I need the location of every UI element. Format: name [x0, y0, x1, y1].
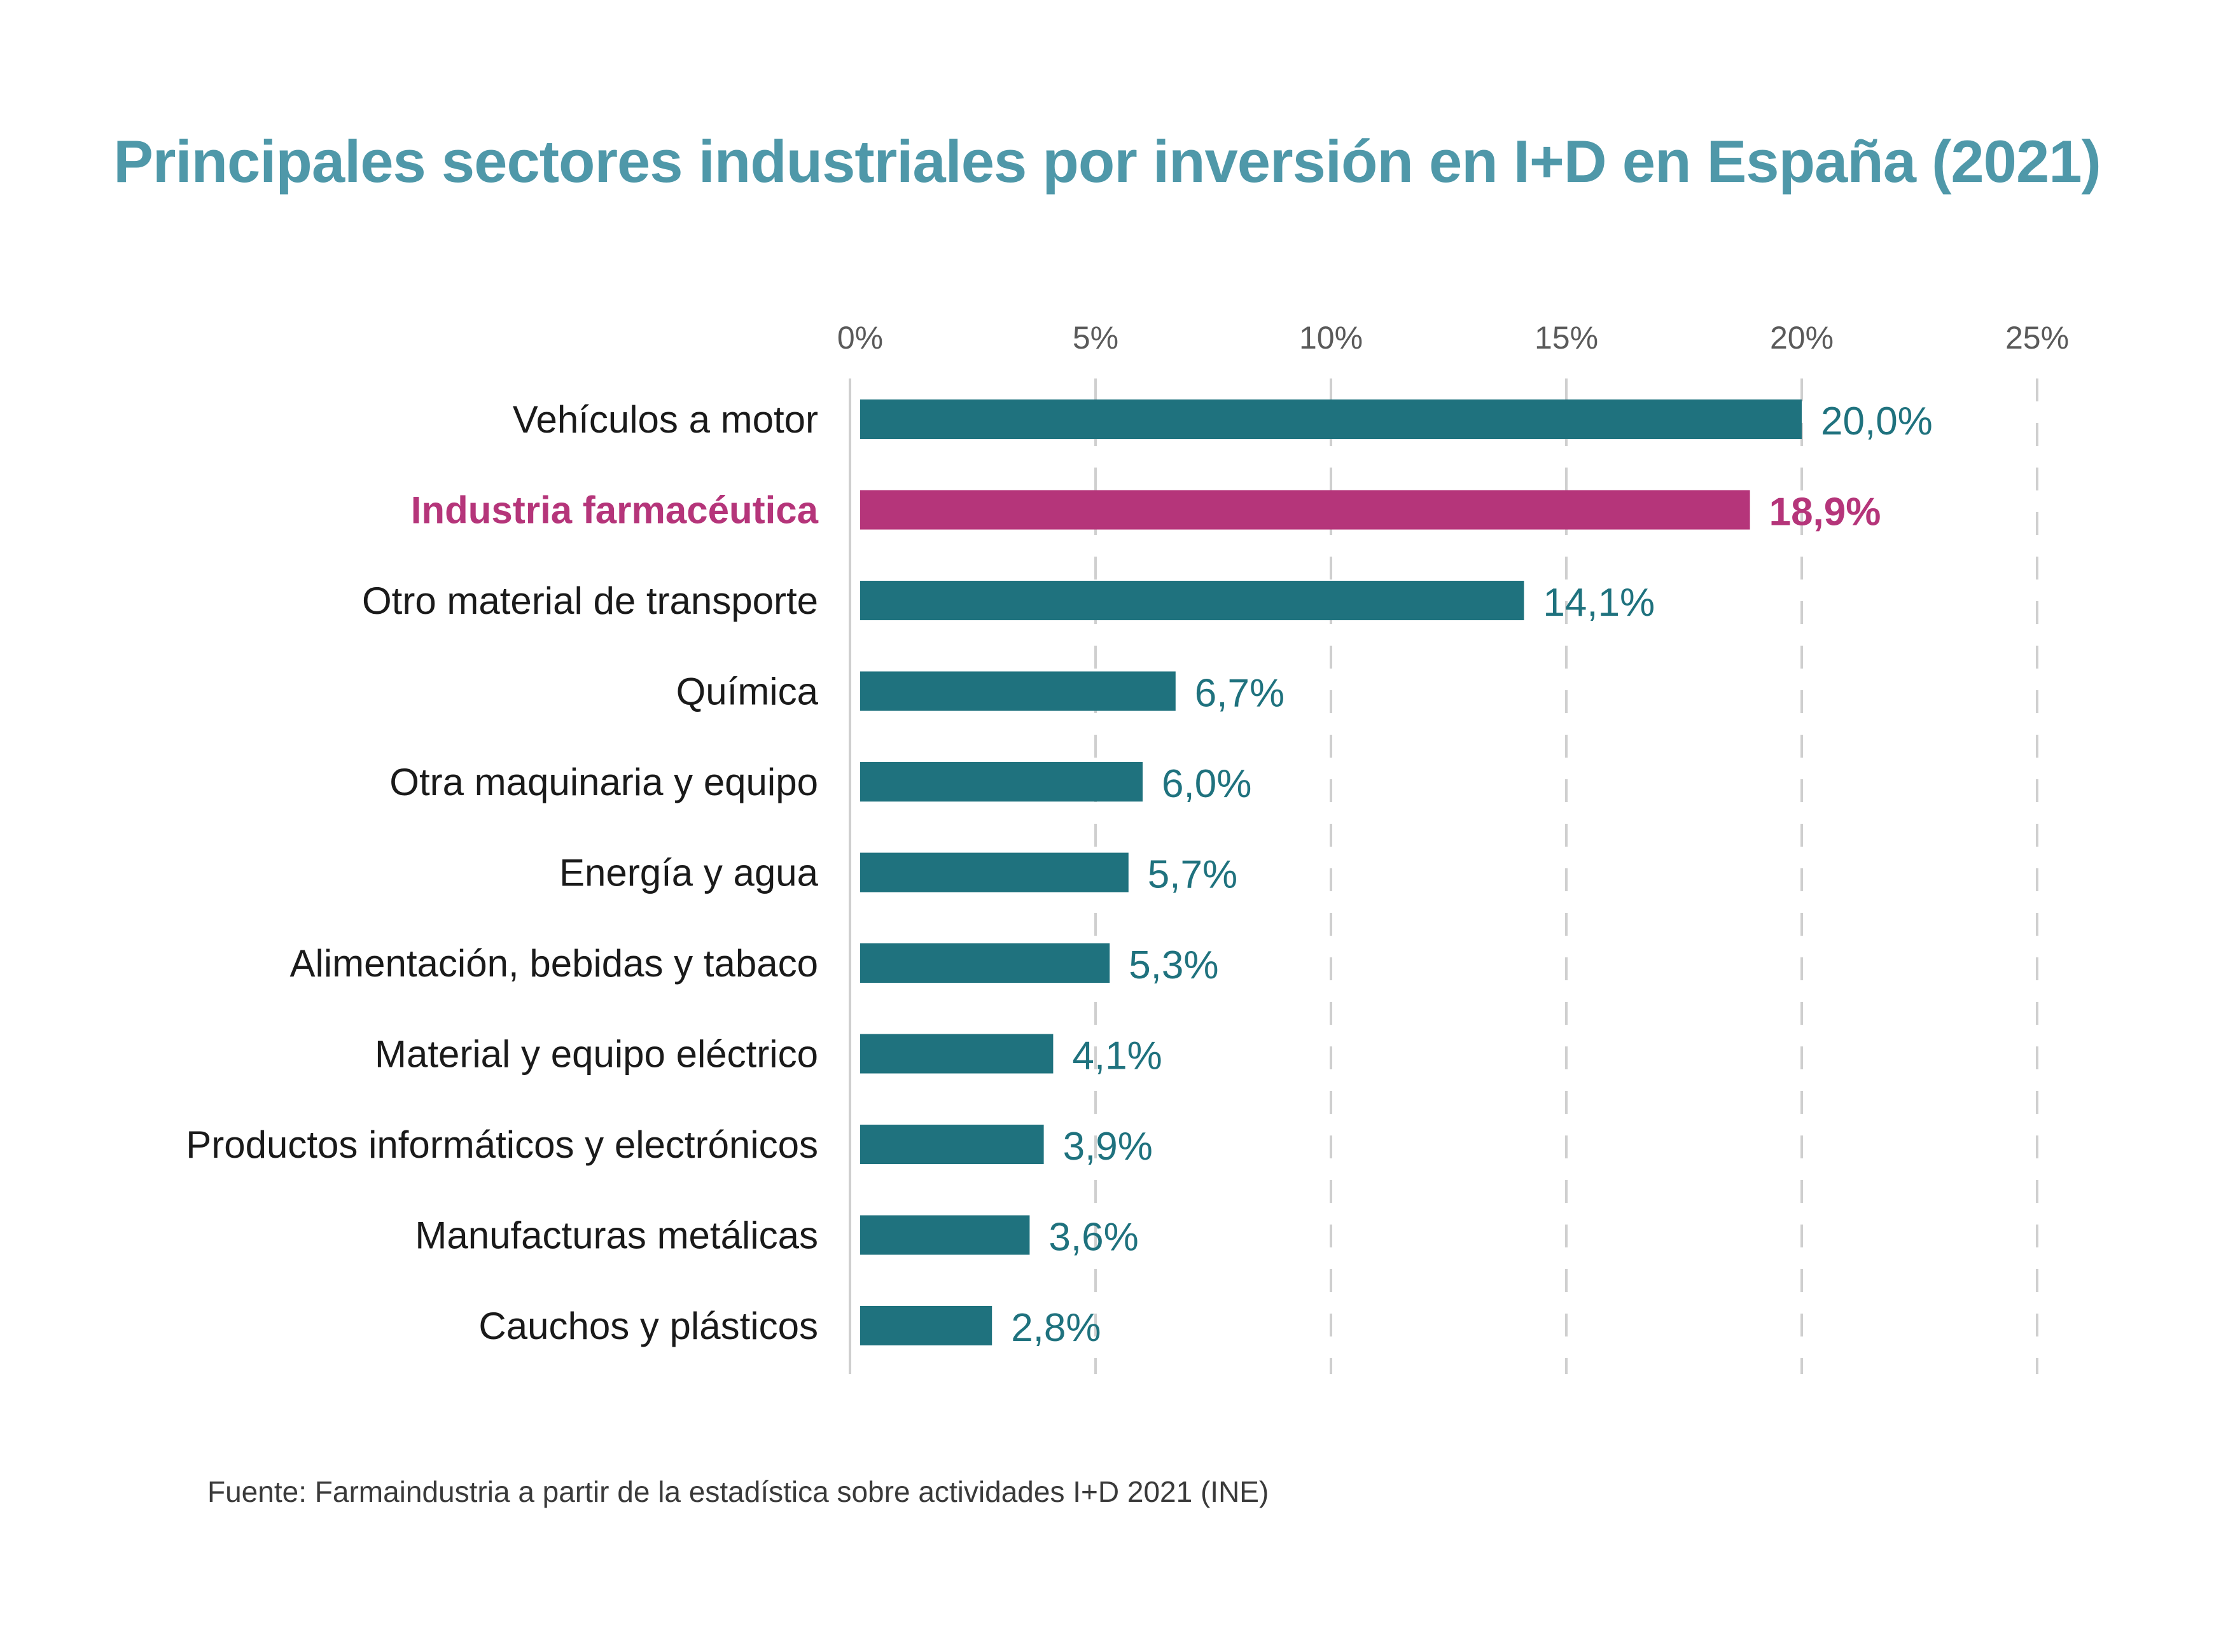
- bar: [860, 490, 1750, 530]
- x-tick-label: 5%: [1073, 320, 1118, 356]
- category-label: Material y equipo eléctrico: [375, 1033, 818, 1076]
- value-labels: 20,0% 18,9% 14,1% 6,7% 6,0% 5,7% 5,3% 4,1% 3,9% 3…: [1011, 399, 1933, 1350]
- bar: [860, 399, 1802, 439]
- x-tick-label: 20%: [1770, 320, 1834, 356]
- category-label: Cauchos y plásticos: [478, 1305, 818, 1347]
- bar: [860, 1215, 1030, 1255]
- value-label: 3,9%: [1063, 1125, 1153, 1169]
- category-labels: Vehículos a motor Industria farmacéutica O…: [186, 398, 818, 1347]
- value-label: 18,9%: [1769, 490, 1881, 534]
- chart-title: Principales sectores industriales por in…: [113, 128, 2101, 195]
- category-label: Vehículos a motor: [513, 398, 818, 441]
- value-label: 3,6%: [1048, 1216, 1138, 1260]
- bar: [860, 852, 1129, 892]
- x-tick-label: 0%: [837, 320, 883, 356]
- value-label: 6,7%: [1195, 672, 1285, 716]
- bar: [860, 1034, 1054, 1074]
- category-label: Otra maquinaria y equipo: [389, 761, 818, 803]
- category-label: Química: [676, 670, 819, 713]
- x-tick-label: 15%: [1535, 320, 1598, 356]
- value-label: 6,0%: [1162, 762, 1251, 806]
- x-tick-label: 25%: [2005, 320, 2069, 356]
- category-label: Manufacturas metálicas: [415, 1214, 818, 1257]
- value-label: 14,1%: [1543, 581, 1655, 625]
- value-label: 5,3%: [1129, 943, 1218, 987]
- bar: [860, 1306, 992, 1345]
- category-label: Alimentación, bebidas y tabaco: [289, 942, 818, 985]
- x-tick-label: 10%: [1299, 320, 1363, 356]
- category-label: Energía y agua: [559, 852, 819, 894]
- source-note: Fuente: Farmaindustria a partir de la es…: [207, 1475, 1269, 1508]
- bars: [860, 399, 1802, 1345]
- value-label: 5,7%: [1148, 853, 1237, 897]
- bar: [860, 581, 1524, 620]
- bar: [860, 671, 1176, 711]
- bar: [860, 1125, 1044, 1164]
- bar: [860, 943, 1110, 983]
- value-label: 4,1%: [1072, 1034, 1162, 1078]
- category-label: Productos informáticos y electrónicos: [186, 1123, 818, 1166]
- category-label: Otro material de transporte: [362, 580, 818, 622]
- value-label: 20,0%: [1821, 399, 1933, 443]
- category-label: Industria farmacéutica: [411, 489, 819, 532]
- value-label: 2,8%: [1011, 1306, 1101, 1350]
- bar: [860, 762, 1143, 802]
- x-axis-ticks: 0% 5% 10% 15% 20% 25%: [837, 320, 2069, 356]
